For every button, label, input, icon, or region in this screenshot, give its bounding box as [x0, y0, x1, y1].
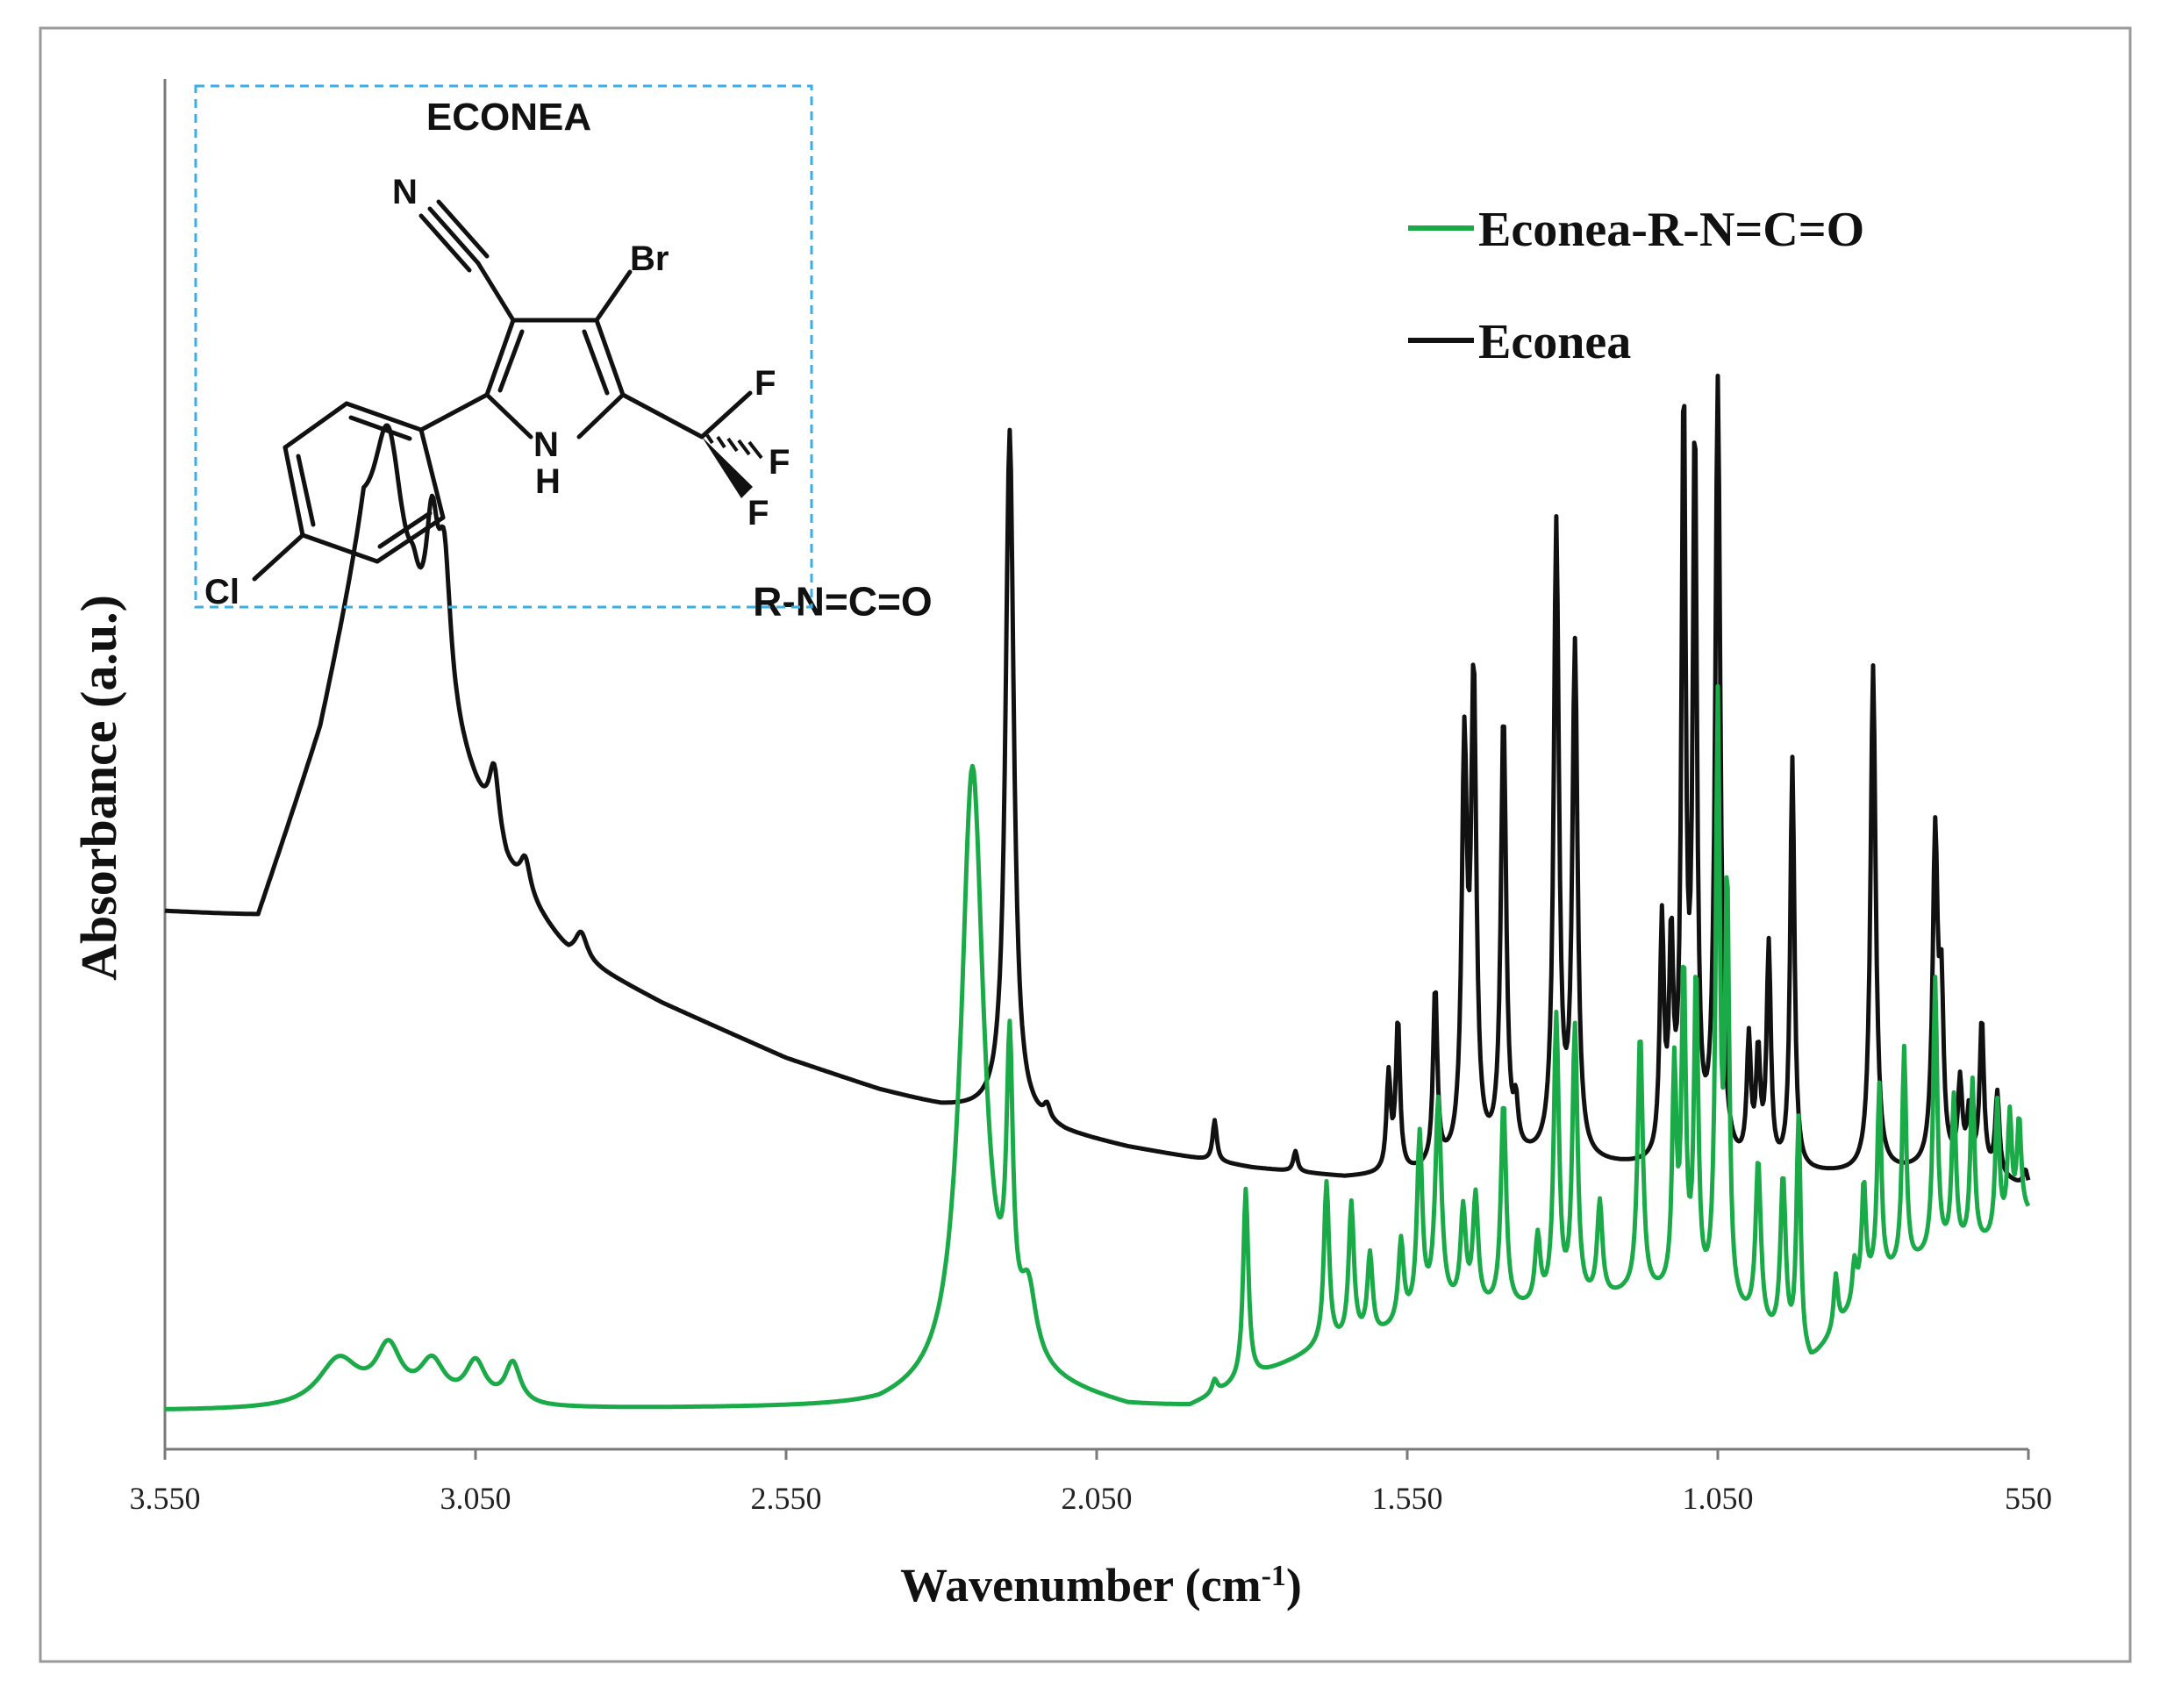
x-axis-label: Wavenumber (cm-1) [900, 1559, 1302, 1612]
legend: Econea-R-N=C=O Econea [1408, 203, 1864, 369]
x-tick-label: 3.050 [440, 1481, 511, 1516]
molecule-bonds [252, 199, 753, 582]
atom-f1: F [755, 364, 776, 403]
x-tick-label: 1.050 [1683, 1481, 1754, 1516]
series-line-econea-isocyanate [163, 683, 2031, 1411]
y-axis-label: Absorbance (a.u.) [70, 595, 127, 981]
x-tick-label: 550 [2005, 1481, 2052, 1516]
x-tick-label: 3.550 [130, 1481, 201, 1516]
atom-n-nitrile: N [392, 173, 418, 211]
inset-border [194, 84, 813, 609]
molecule-wedge-bond [702, 437, 753, 498]
legend-label-econea: Econea [1478, 315, 1631, 369]
molecule-cf3-stereo [705, 433, 763, 460]
x-axis-ticks: 3.550 3.050 2.550 2.050 1.550 1.050 550 [130, 1449, 2052, 1516]
inset-title: ECONEA [426, 96, 591, 139]
x-tick-label: 1.550 [1372, 1481, 1443, 1516]
atom-nh-h: H [535, 462, 561, 501]
x-tick-label: 2.050 [1062, 1481, 1133, 1516]
x-tick-label: 2.550 [751, 1481, 822, 1516]
atom-f2: F [769, 443, 790, 482]
molecule-atom-labels: N Br N H F F F Cl [204, 173, 790, 611]
inset-structure: ECONEA [194, 84, 813, 611]
atom-f3: F [747, 494, 769, 532]
series-line-econea [163, 373, 2031, 1183]
annotation-isocyanate-peak: R-N=C=O [753, 579, 932, 625]
atom-cl: Cl [204, 573, 240, 611]
x-axis-label-superscript: -1 [1262, 1560, 1286, 1592]
legend-label-econea-isocyanate: Econea-R-N=C=O [1478, 203, 1864, 257]
atom-nh-n: N [533, 425, 559, 464]
outer-border [39, 26, 2132, 1663]
atom-br: Br [630, 239, 669, 278]
